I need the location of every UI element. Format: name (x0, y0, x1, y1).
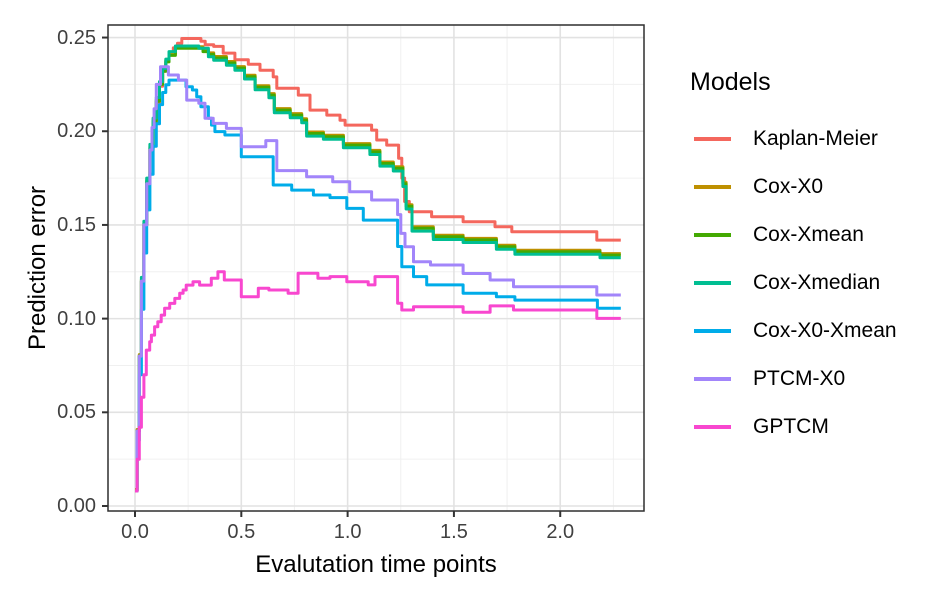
y-tick-label: 0.20 (57, 120, 96, 143)
x-tick-label: 2.0 (546, 521, 575, 543)
panel-background (108, 25, 644, 511)
legend-label: PTCM-X0 (753, 367, 846, 390)
x-tick-label: 0.5 (227, 521, 256, 543)
y-tick-label: 0.10 (57, 307, 96, 330)
x-axis-title: Evalutation time points (255, 551, 497, 578)
axis-ticks (102, 36, 562, 517)
legend-entry-ptcm-x0: PTCM-X0 (690, 355, 897, 403)
y-tick-label: 0.15 (57, 213, 96, 236)
series-line-gptcm (135, 270, 621, 493)
legend-key-gptcm (694, 425, 731, 429)
legend-label: Cox-X0 (753, 175, 824, 198)
legend-entry-gptcm: GPTCM (690, 403, 897, 451)
legend-label: GPTCM (753, 415, 829, 438)
x-tick-label: 0.0 (121, 521, 149, 543)
legend-key-cox-xmedian (694, 281, 731, 285)
series-lines (135, 37, 621, 493)
legend-title: Models (690, 68, 771, 96)
legend-entries: Kaplan-Meier Cox-X0 Cox-Xmean Cox-Xmedian Co… (690, 115, 897, 451)
y-tick-label: 0.25 (57, 26, 96, 49)
legend-label: Kaplan-Meier (753, 127, 878, 150)
y-tick-label: 0.05 (57, 401, 96, 424)
legend-key-cox-xmean (694, 233, 731, 237)
legend-key-kaplan-meier (694, 137, 731, 141)
legend-entry-cox-x0: Cox-X0 (690, 163, 897, 211)
x-tick-label: 1.5 (440, 521, 468, 543)
legend-entry-cox-x0-xmean: Cox-X0-Xmean (690, 307, 897, 355)
legend-entry-kaplan-meier: Kaplan-Meier (690, 115, 897, 163)
series-line-ptcm-x0 (135, 65, 621, 493)
legend-entry-cox-xmean: Cox-Xmean (690, 211, 897, 259)
legend-entry-cox-xmedian: Cox-Xmedian (690, 259, 897, 307)
legend-label: Cox-X0-Xmean (753, 319, 897, 342)
legend-key-cox-x0 (694, 185, 731, 189)
legend-label: Cox-Xmean (753, 223, 864, 246)
panel-border (107, 24, 645, 512)
y-tick-label: 0.00 (57, 494, 96, 517)
legend: Models Kaplan-Meier Cox-X0 Cox-Xmean Cox-Xm… (690, 68, 897, 451)
legend-key-ptcm-x0 (694, 377, 731, 381)
legend-label: Cox-Xmedian (753, 271, 881, 294)
x-tick-label: 1.0 (333, 521, 362, 543)
legend-key-cox-x0-xmean (694, 329, 731, 333)
gridlines-minor (108, 25, 644, 511)
